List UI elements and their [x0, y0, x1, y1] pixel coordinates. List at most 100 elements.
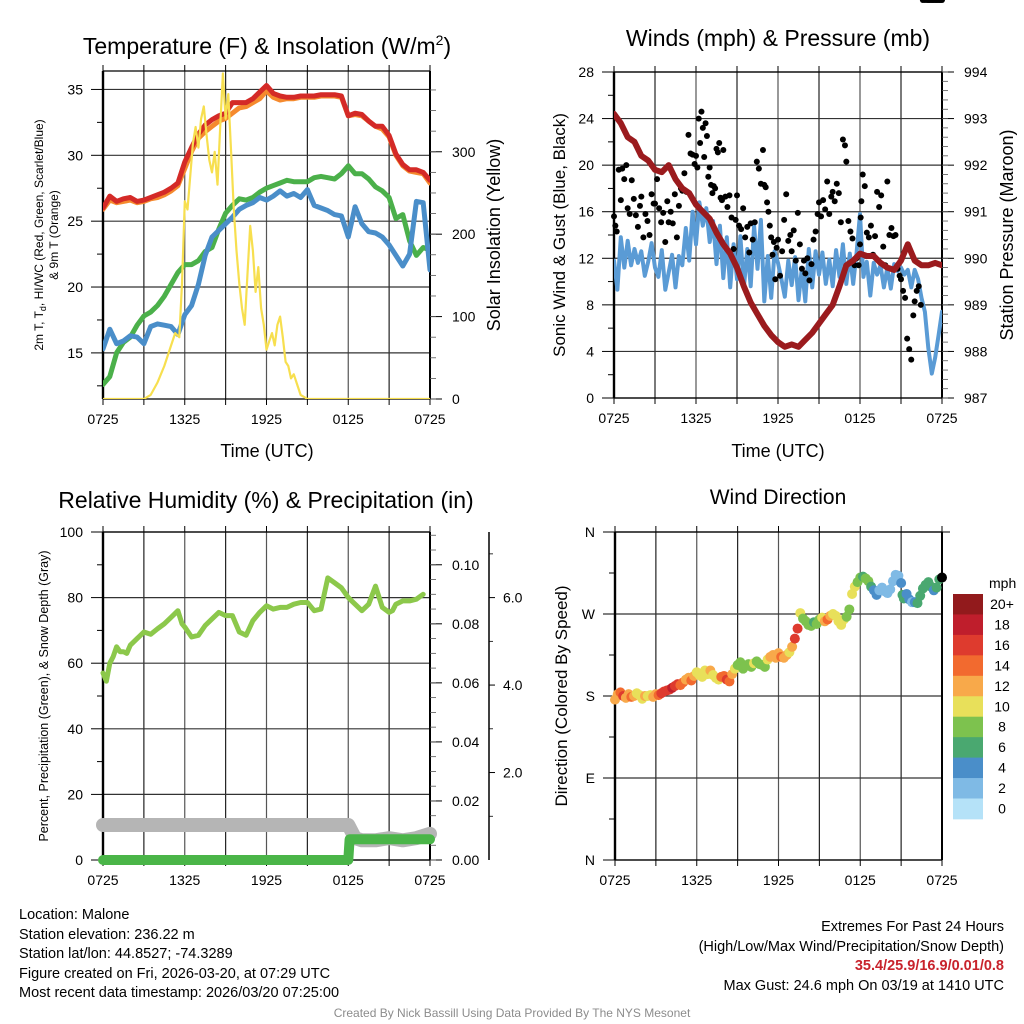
wind-direction-point: [844, 604, 855, 615]
gust-point: [656, 205, 663, 212]
x-tick-label: 1925: [763, 872, 794, 888]
colorbar-label: 20+: [990, 596, 1014, 612]
gust-point: [706, 164, 713, 171]
colorbar-swatch: [953, 634, 983, 656]
wind-direction-point: [789, 633, 800, 644]
series-line-relative-humidity: [100, 575, 426, 684]
gust-point: [642, 211, 649, 218]
gust-point: [906, 346, 913, 353]
y-tick-label: E: [586, 770, 595, 786]
gust-point: [632, 212, 639, 219]
y2-tick-label: 0.04: [452, 734, 479, 750]
gust-point: [640, 234, 647, 241]
gust-point: [755, 165, 762, 172]
gust-point: [726, 192, 733, 199]
gust-point: [636, 202, 643, 209]
gust-point: [904, 335, 911, 342]
y2-axis-label: Solar Insolation (Yellow): [484, 139, 504, 331]
gust-point: [822, 206, 829, 213]
y-tick-label: 0: [586, 390, 594, 406]
gust-point: [697, 140, 704, 147]
colorbar-label: 16: [994, 637, 1010, 653]
gust-point: [892, 232, 899, 238]
gust-point: [829, 188, 836, 195]
y-axis-label: Sonic Wind & Gust (Blue, Black): [550, 113, 569, 357]
y2-tick-label: 0.00: [452, 852, 479, 868]
gust-point: [701, 153, 708, 160]
station-info: Location: Malone Station elevation: 236.…: [19, 906, 339, 1004]
x-tick-label: 1925: [762, 410, 793, 426]
y2-tick-label: 0: [452, 391, 460, 407]
gust-point: [837, 219, 844, 226]
gust-point: [626, 211, 633, 218]
y-tick-label: 8: [586, 297, 594, 313]
gust-point: [619, 165, 626, 172]
gust-point: [841, 142, 848, 149]
gust-point: [798, 265, 805, 272]
x-tick-label: 0125: [333, 411, 364, 427]
humidity-chart: Relative Humidity (%) & Precipitation (i…: [37, 487, 523, 888]
gust-point: [826, 211, 833, 218]
gust-point: [812, 228, 819, 235]
gust-point: [874, 188, 881, 195]
x-tick-label: 1325: [681, 872, 712, 888]
y2-tick-label: 994: [964, 64, 988, 80]
x-tick-label: 0725: [87, 411, 118, 427]
colorbar-label: 4: [998, 760, 1006, 776]
y3-tick-label: 6.0: [503, 590, 523, 606]
x-tick-label: 0725: [87, 872, 118, 888]
gust-point: [654, 176, 661, 183]
gust-point: [669, 220, 676, 227]
gust-point: [828, 193, 835, 200]
chart-title: Temperature (F) & Insolation (W/m2): [83, 32, 451, 59]
gust-point: [911, 298, 918, 305]
series-line-td: [103, 163, 430, 387]
gust-point: [617, 197, 624, 204]
gust-point: [859, 171, 866, 178]
series-line-solar-insolation: [103, 72, 430, 399]
y-tick-label: 12: [578, 250, 594, 266]
series-line-station-pressure: [614, 110, 942, 350]
gust-point: [749, 236, 756, 243]
y-tick-label: 0: [75, 852, 83, 868]
gust-point: [740, 205, 747, 212]
wind-direction-point: [787, 641, 798, 652]
gust-point: [673, 234, 680, 241]
gust-point: [939, 0, 945, 3]
gust-point: [693, 152, 699, 159]
wind-direction-point: [937, 572, 947, 583]
gust-point: [716, 140, 723, 147]
gust-point: [779, 248, 786, 255]
gust-point: [908, 356, 915, 363]
gust-point: [783, 191, 790, 198]
gust-point: [858, 198, 865, 205]
wind-direction-point: [792, 623, 803, 634]
colorbar-label: 8: [998, 719, 1006, 735]
series-line-2m-t: [103, 83, 430, 211]
colorbar-swatch: [953, 594, 983, 615]
chart-title-superscript: 2: [436, 32, 444, 48]
gust-point: [730, 245, 737, 252]
temperature-chart: Temperature (F) & Insolation (W/m2) 0725 1…: [32, 32, 504, 461]
gust-point: [913, 287, 920, 294]
x-tick-label: 0125: [845, 872, 876, 888]
colorbar-swatch: [953, 737, 983, 758]
gust-point: [777, 272, 784, 279]
y2-tick-label: 200: [452, 226, 476, 242]
gust-point: [662, 238, 669, 245]
y2-tick-label: 989: [964, 297, 988, 313]
chart-title: Wind Direction: [710, 486, 847, 509]
y-tick-label: 30: [67, 147, 83, 163]
gust-point: [900, 287, 907, 294]
series-line-hi-wc: [103, 187, 430, 352]
gust-point: [790, 227, 797, 234]
y-tick-label: 20: [67, 786, 83, 802]
x-tick-label: 0725: [599, 872, 630, 888]
gust-point: [720, 147, 727, 154]
gust-point: [872, 233, 879, 240]
colorbar-swatch: [953, 778, 983, 799]
x-tick-label: 1325: [680, 410, 711, 426]
gust-point: [751, 219, 758, 226]
y-tick-label: 60: [67, 655, 83, 671]
gust-point: [644, 218, 651, 225]
